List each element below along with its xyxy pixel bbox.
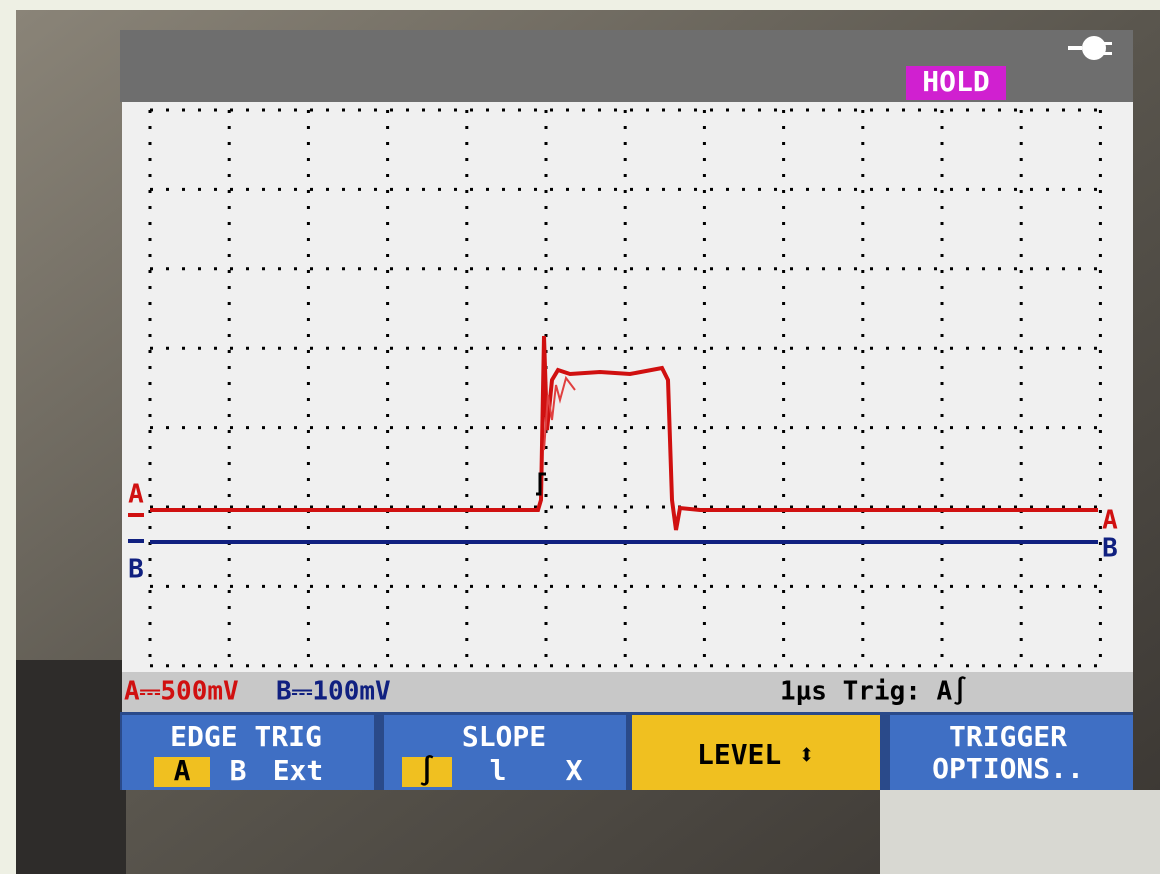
menu-option[interactable]: ∫ — [419, 754, 436, 787]
menu-label: EDGE TRIG — [170, 720, 322, 753]
status-bar — [122, 672, 1133, 712]
option-highlight — [154, 757, 210, 787]
marker-a: A — [128, 480, 144, 510]
menu-label: SLOPE — [462, 720, 546, 753]
hold-label: HOLD — [922, 65, 989, 98]
trace-a-noise — [543, 375, 576, 451]
trace-a — [150, 335, 1098, 531]
menu-label: OPTIONS.. — [932, 752, 1084, 785]
trigger-marker — [536, 472, 546, 496]
marker-b: B — [1102, 534, 1118, 564]
menu-option[interactable]: A — [174, 754, 191, 787]
lab-bench — [880, 790, 1160, 874]
channel-b-scale: B⎓100mV — [276, 677, 391, 707]
marker-a: A — [1102, 506, 1118, 536]
menu-option[interactable]: X — [566, 754, 583, 787]
lab-equipment — [16, 660, 126, 874]
menu-option[interactable]: B — [230, 754, 247, 787]
menu-button[interactable] — [890, 715, 1133, 790]
menu-option[interactable]: Ext — [273, 754, 324, 787]
hold-badge — [906, 66, 1006, 100]
menu-option[interactable]: l — [490, 754, 507, 787]
marker-b: B — [128, 555, 144, 585]
menu-label: TRIGGER — [949, 720, 1067, 753]
menu-label: LEVEL ⬍ — [697, 738, 815, 771]
plug-icon — [1068, 36, 1112, 60]
option-highlight — [402, 757, 452, 787]
menu-button[interactable] — [632, 715, 880, 790]
timebase-trigger: 1µs Trig: A∫ — [780, 676, 968, 707]
grid — [148, 108, 1102, 668]
plot-area — [122, 102, 1133, 672]
channel-a-scale: A⎓500mV — [124, 677, 239, 707]
